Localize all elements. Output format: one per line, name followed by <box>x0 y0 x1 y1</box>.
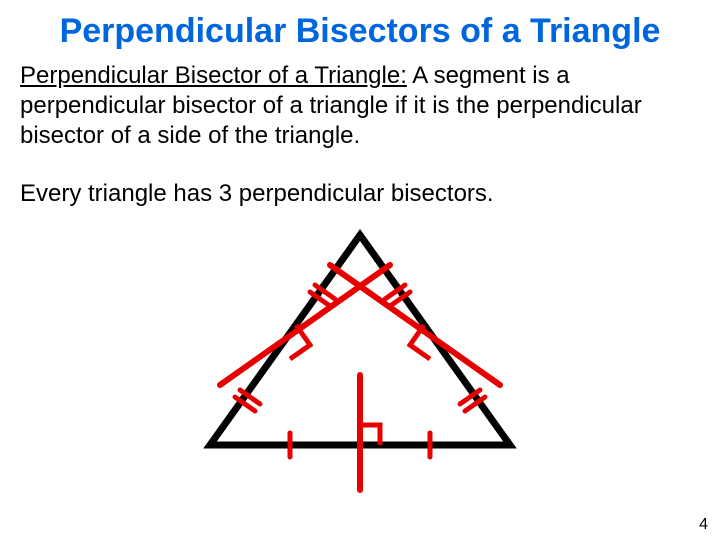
definition-paragraph: Perpendicular Bisector of a Triangle: A … <box>0 51 720 151</box>
diagram-svg <box>160 215 560 495</box>
page-number: 4 <box>699 516 708 534</box>
triangle-diagram <box>0 215 720 500</box>
page-title: Perpendicular Bisectors of a Triangle <box>0 0 720 51</box>
note-text: Every triangle has 3 perpendicular bisec… <box>0 169 720 209</box>
definition-term: Perpendicular Bisector of a Triangle: <box>20 62 407 89</box>
